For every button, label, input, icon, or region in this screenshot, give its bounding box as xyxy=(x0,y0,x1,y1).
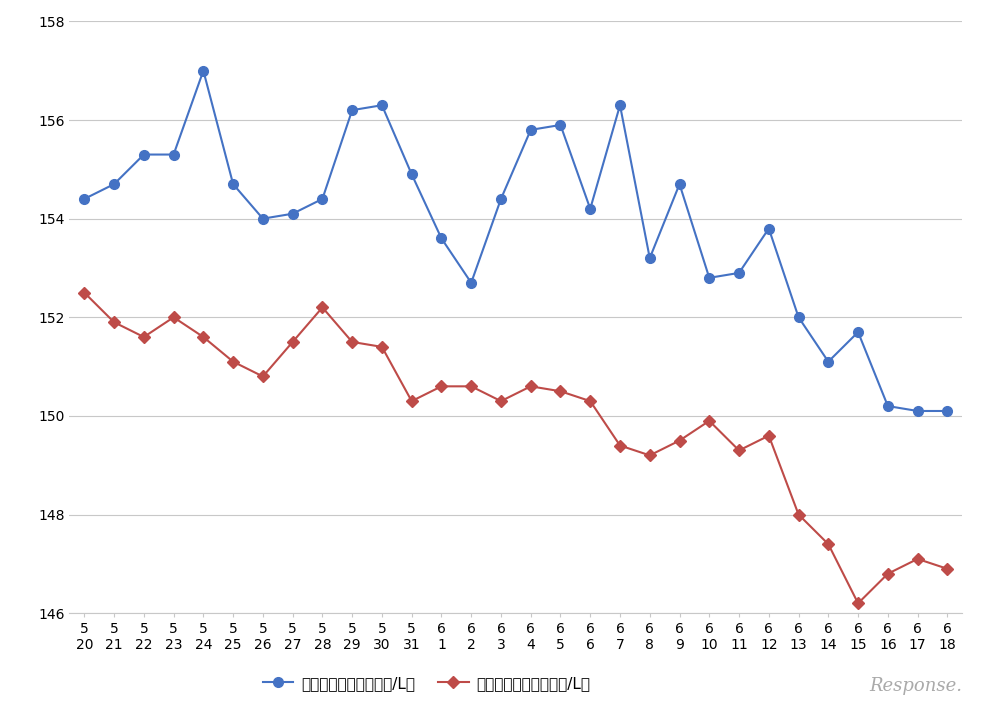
ハイオク実売価格（円/L） xyxy=(882,570,894,578)
ハイオク実売価格（円/L） xyxy=(733,446,745,455)
ハイオク実売価格（円/L） xyxy=(555,387,566,396)
Line: ハイオク実売価格（円/L）: ハイオク実売価格（円/L） xyxy=(80,289,951,607)
ハイオク実売価格（円/L） xyxy=(287,338,299,347)
ハイオク看板価格（円/L） xyxy=(227,180,239,188)
ハイオク看板価格（円/L） xyxy=(733,269,745,277)
ハイオク看板価格（円/L） xyxy=(674,180,685,188)
ハイオク看板価格（円/L） xyxy=(614,101,626,110)
ハイオク看板価格（円/L） xyxy=(287,210,299,218)
ハイオク実売価格（円/L） xyxy=(614,441,626,450)
ハイオク看板価格（円/L） xyxy=(78,195,90,203)
ハイオク実売価格（円/L） xyxy=(138,333,150,342)
ハイオク看板価格（円/L） xyxy=(555,120,566,129)
ハイオク看板価格（円/L） xyxy=(763,224,775,232)
ハイオク実売価格（円/L） xyxy=(257,372,269,381)
ハイオク実売価格（円/L） xyxy=(584,397,596,406)
ハイオク実売価格（円/L） xyxy=(644,451,656,460)
ハイオク看板価格（円/L） xyxy=(346,106,358,115)
ハイオク看板価格（円/L） xyxy=(941,406,953,415)
ハイオク実売価格（円/L） xyxy=(495,397,507,406)
ハイオク看板価格（円/L） xyxy=(703,274,715,282)
ハイオク実売価格（円/L） xyxy=(793,511,805,519)
ハイオク看板価格（円/L） xyxy=(168,150,180,159)
ハイオク看板価格（円/L） xyxy=(912,406,924,415)
ハイオク実売価格（円/L） xyxy=(376,342,388,351)
ハイオク看板価格（円/L） xyxy=(793,313,805,322)
ハイオク看板価格（円/L） xyxy=(406,170,418,178)
ハイオク実売価格（円/L） xyxy=(465,382,477,391)
ハイオク看板価格（円/L） xyxy=(435,234,447,242)
ハイオク実売価格（円/L） xyxy=(852,599,864,607)
ハイオク実売価格（円/L） xyxy=(763,431,775,440)
ハイオク実売価格（円/L） xyxy=(912,555,924,563)
Legend: ハイオク看板価格（円/L）, ハイオク実売価格（円/L）: ハイオク看板価格（円/L）, ハイオク実売価格（円/L） xyxy=(257,670,596,697)
ハイオク看板価格（円/L） xyxy=(465,279,477,287)
ハイオク看板価格（円/L） xyxy=(197,66,209,75)
ハイオク実売価格（円/L） xyxy=(346,338,358,347)
ハイオク看板価格（円/L） xyxy=(316,195,328,203)
ハイオク看板価格（円/L） xyxy=(376,101,388,110)
ハイオク実売価格（円/L） xyxy=(822,540,834,548)
ハイオク看板価格（円/L） xyxy=(882,402,894,411)
ハイオク看板価格（円/L） xyxy=(525,125,537,134)
ハイオク実売価格（円/L） xyxy=(941,565,953,573)
ハイオク実売価格（円/L） xyxy=(674,436,685,445)
ハイオク実売価格（円/L） xyxy=(108,318,120,327)
ハイオク実売価格（円/L） xyxy=(525,382,537,391)
ハイオク看板価格（円/L） xyxy=(138,150,150,159)
ハイオク実売価格（円/L） xyxy=(435,382,447,391)
ハイオク実売価格（円/L） xyxy=(78,288,90,297)
ハイオク看板価格（円/L） xyxy=(108,180,120,188)
ハイオク実売価格（円/L） xyxy=(316,303,328,312)
ハイオク看板価格（円/L） xyxy=(257,215,269,223)
Text: Response.: Response. xyxy=(869,677,962,695)
ハイオク看板価格（円/L） xyxy=(644,254,656,262)
ハイオク実売価格（円/L） xyxy=(168,313,180,322)
ハイオク看板価格（円/L） xyxy=(495,195,507,203)
ハイオク看板価格（円/L） xyxy=(852,328,864,337)
ハイオク実売価格（円/L） xyxy=(703,416,715,425)
ハイオク実売価格（円/L） xyxy=(227,357,239,366)
Line: ハイオク看板価格（円/L）: ハイオク看板価格（円/L） xyxy=(79,66,952,416)
ハイオク看板価格（円/L） xyxy=(584,205,596,213)
ハイオク実売価格（円/L） xyxy=(406,397,418,406)
ハイオク看板価格（円/L） xyxy=(822,357,834,366)
ハイオク実売価格（円/L） xyxy=(197,333,209,342)
